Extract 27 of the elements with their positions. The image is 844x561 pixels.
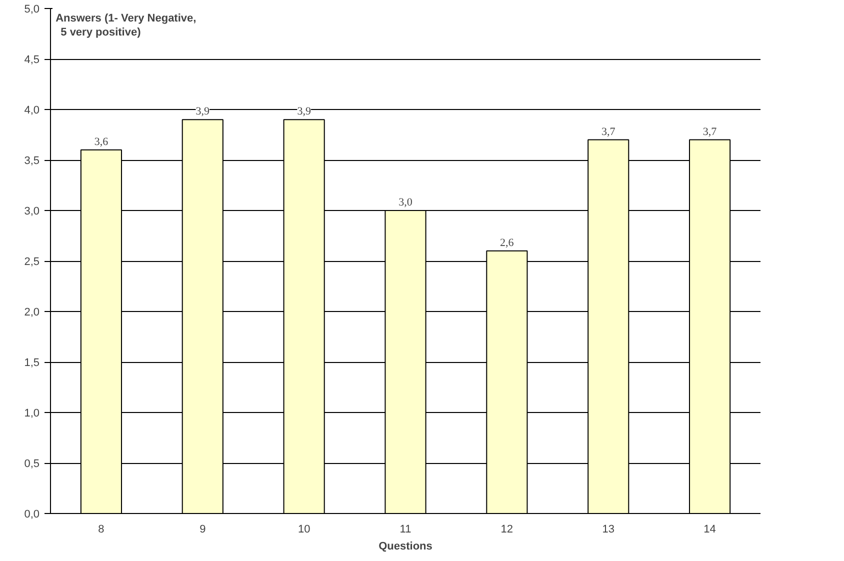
- y-tick-label: 4,5: [24, 54, 40, 66]
- x-tick-label: 11: [400, 524, 412, 536]
- y-tick-label: 2,5: [24, 256, 40, 268]
- y-tick-label: 2,0: [24, 306, 40, 318]
- data-label: 3,0: [398, 196, 413, 208]
- x-tick-label: 9: [200, 524, 206, 536]
- y-tick-label: 0,0: [24, 508, 40, 520]
- y-tick-label: 4,0: [24, 104, 40, 116]
- y-tick-label: 5,0: [24, 4, 40, 16]
- data-label: 3,9: [196, 106, 210, 118]
- x-tick-label: 14: [704, 524, 716, 536]
- y-tick-label: 3,0: [24, 206, 40, 218]
- data-label: 3,7: [601, 126, 616, 138]
- x-tick-label: 13: [602, 524, 614, 536]
- data-label: 3,9: [297, 106, 312, 118]
- x-tick-label: 8: [98, 524, 104, 536]
- x-tick-label: 10: [298, 524, 310, 536]
- x-axis-title: Questions: [378, 540, 432, 552]
- data-label: 3,7: [702, 126, 718, 138]
- y-tick-label: 0,5: [24, 458, 40, 470]
- y-tick-label: 1,5: [24, 357, 40, 369]
- x-tick-label: 12: [500, 524, 514, 536]
- y-tick-label: 3,5: [24, 155, 40, 167]
- data-label: 3,6: [94, 136, 109, 148]
- y-tick-label: 1,0: [24, 408, 40, 420]
- text: Answers (1- Very Negative, 5 very positive): [56, 12, 196, 38]
- data-label: 2,6: [500, 236, 514, 249]
